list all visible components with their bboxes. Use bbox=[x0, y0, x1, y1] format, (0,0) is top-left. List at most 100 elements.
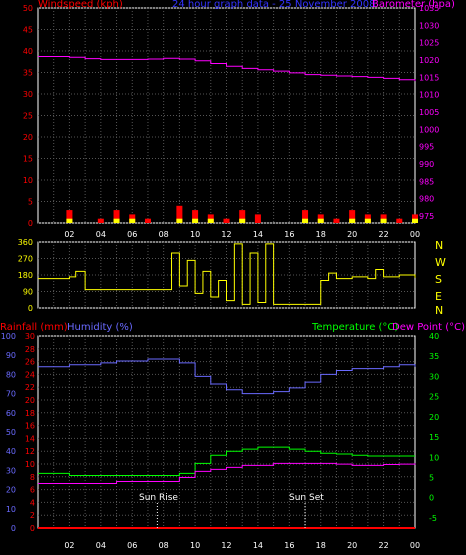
top-x-tick-label: 12 bbox=[221, 230, 231, 239]
bottom-x-tick-label: 10 bbox=[190, 541, 200, 550]
temperature-tick-label: 5 bbox=[429, 473, 434, 482]
windspeed-bar bbox=[66, 210, 73, 223]
compass-s: S bbox=[435, 273, 442, 286]
temperature-tick-label: 35 bbox=[429, 352, 439, 361]
barometer-tick-label: 1020 bbox=[419, 56, 439, 65]
gust-bar bbox=[364, 218, 371, 223]
temperature-tick-label: 40 bbox=[429, 332, 439, 341]
compass-w: W bbox=[435, 256, 446, 269]
windspeed-bar bbox=[396, 218, 403, 223]
windspeed-bar bbox=[333, 218, 340, 223]
windspeed-tick-label: 10 bbox=[23, 176, 33, 185]
temperature-tick-label: 15 bbox=[429, 433, 439, 442]
humidity-tick-label: 90 bbox=[6, 351, 16, 360]
bottom-x-tick-label: 08 bbox=[159, 541, 169, 550]
barometer-line bbox=[38, 56, 416, 82]
barometer-tick-label: 1035 bbox=[419, 4, 439, 13]
top-x-tick-label: 18 bbox=[316, 230, 326, 239]
windspeed-axis-title: Windspeed (kph) bbox=[38, 0, 123, 10]
bottom-x-tick-label: 02 bbox=[64, 541, 74, 550]
rainfall-tick-label: 16 bbox=[25, 422, 35, 431]
rainfall-tick-label: 4 bbox=[30, 498, 35, 507]
chart-marks bbox=[38, 56, 418, 529]
windspeed-tick-label: 50 bbox=[23, 4, 33, 13]
windspeed-tick-label: 0 bbox=[28, 219, 33, 228]
barometer-tick-label: 985 bbox=[419, 177, 434, 186]
gust-bar bbox=[412, 218, 418, 223]
humidity-tick-label: 70 bbox=[6, 390, 16, 399]
windspeed-bar bbox=[144, 218, 151, 223]
chart-title: 24 hour graph data - 25 November 2008 bbox=[172, 0, 375, 10]
rainfall-tick-label: 2 bbox=[30, 511, 35, 520]
compass-n-bottom: N bbox=[435, 304, 443, 317]
barometer-tick-label: 980 bbox=[419, 195, 434, 204]
humidity-tick-label: 30 bbox=[6, 466, 16, 475]
bottom-x-tick-label: 18 bbox=[316, 541, 326, 550]
barometer-tick-label: 1025 bbox=[419, 39, 439, 48]
bottom-x-tick-label: 16 bbox=[284, 541, 294, 550]
rainfall-tick-label: 18 bbox=[25, 409, 35, 418]
windspeed-tick-label: 25 bbox=[23, 112, 33, 121]
wind-direction-line bbox=[38, 243, 416, 305]
rainfall-tick-label: 24 bbox=[25, 370, 35, 379]
top-x-tick-label: 22 bbox=[378, 230, 388, 239]
humidity-tick-label: 10 bbox=[6, 505, 16, 514]
direction-tick-label: 270 bbox=[18, 255, 33, 264]
gust-bar bbox=[129, 218, 136, 223]
barometer-tick-label: 995 bbox=[419, 143, 434, 152]
humidity-tick-label: 100 bbox=[1, 332, 16, 341]
windspeed-bar bbox=[97, 218, 104, 223]
barometer-tick-label: 1030 bbox=[419, 21, 439, 30]
rainfall-tick-label: 12 bbox=[25, 447, 35, 456]
bottom-x-tick-label: 20 bbox=[347, 541, 357, 550]
rainfall-tick-label: 14 bbox=[25, 434, 35, 443]
barometer-axis-title: Barometer (hpa) bbox=[372, 0, 455, 10]
temperature-line bbox=[38, 446, 415, 476]
humidity-tick-label: 40 bbox=[6, 447, 16, 456]
gust-bar bbox=[176, 218, 183, 223]
rainfall-tick-label: 30 bbox=[25, 332, 35, 341]
windspeed-tick-label: 15 bbox=[23, 155, 33, 164]
windspeed-bar bbox=[349, 210, 356, 223]
gust-bar bbox=[349, 218, 356, 223]
windspeed-bar bbox=[254, 214, 261, 223]
barometer-tick-label: 1015 bbox=[419, 73, 439, 82]
windspeed-tick-label: 30 bbox=[23, 90, 33, 99]
temperature-axis-title: Temperature (°C) bbox=[311, 322, 398, 333]
compass-n-top: N bbox=[435, 239, 443, 252]
windspeed-tick-label: 45 bbox=[23, 26, 33, 35]
humidity-tick-label: 0 bbox=[11, 524, 16, 533]
barometer-tick-label: 1010 bbox=[419, 91, 439, 100]
humidity-tick-label: 60 bbox=[6, 409, 16, 418]
rainfall-axis-title: Rainfall (mm) bbox=[0, 322, 68, 333]
rainfall-tick-label: 22 bbox=[25, 383, 35, 392]
direction-tick-label: 90 bbox=[23, 288, 33, 297]
gust-bar bbox=[239, 218, 246, 223]
gust-bar bbox=[192, 218, 199, 223]
sunrise-label: Sun Rise bbox=[139, 493, 178, 503]
windspeed-bar bbox=[192, 210, 199, 223]
windspeed-bar bbox=[176, 205, 183, 223]
top-x-tick-label: 20 bbox=[347, 230, 357, 239]
temperature-tick-label: 20 bbox=[429, 413, 439, 422]
rainfall-tick-label: 10 bbox=[25, 460, 35, 469]
barometer-tick-label: 990 bbox=[419, 160, 434, 169]
rainfall-tick-label: 26 bbox=[25, 358, 35, 367]
humidity-tick-label: 80 bbox=[6, 370, 16, 379]
direction-tick-label: 360 bbox=[18, 238, 33, 247]
bottom-x-tick-label: 14 bbox=[253, 541, 263, 550]
windspeed-tick-label: 40 bbox=[23, 47, 33, 56]
gust-bar bbox=[317, 218, 324, 223]
dewpoint-line bbox=[38, 462, 416, 485]
gust-bar bbox=[113, 218, 120, 223]
temperature-tick-label: -5 bbox=[429, 514, 437, 523]
top-x-tick-label: 04 bbox=[96, 230, 106, 239]
bottom-x-tick-label: 00 bbox=[410, 541, 420, 550]
rainfall-tick-label: 8 bbox=[30, 473, 35, 482]
grid-lines bbox=[38, 7, 415, 529]
temperature-tick-label: 25 bbox=[429, 393, 439, 402]
top-x-tick-label: 14 bbox=[253, 230, 263, 239]
